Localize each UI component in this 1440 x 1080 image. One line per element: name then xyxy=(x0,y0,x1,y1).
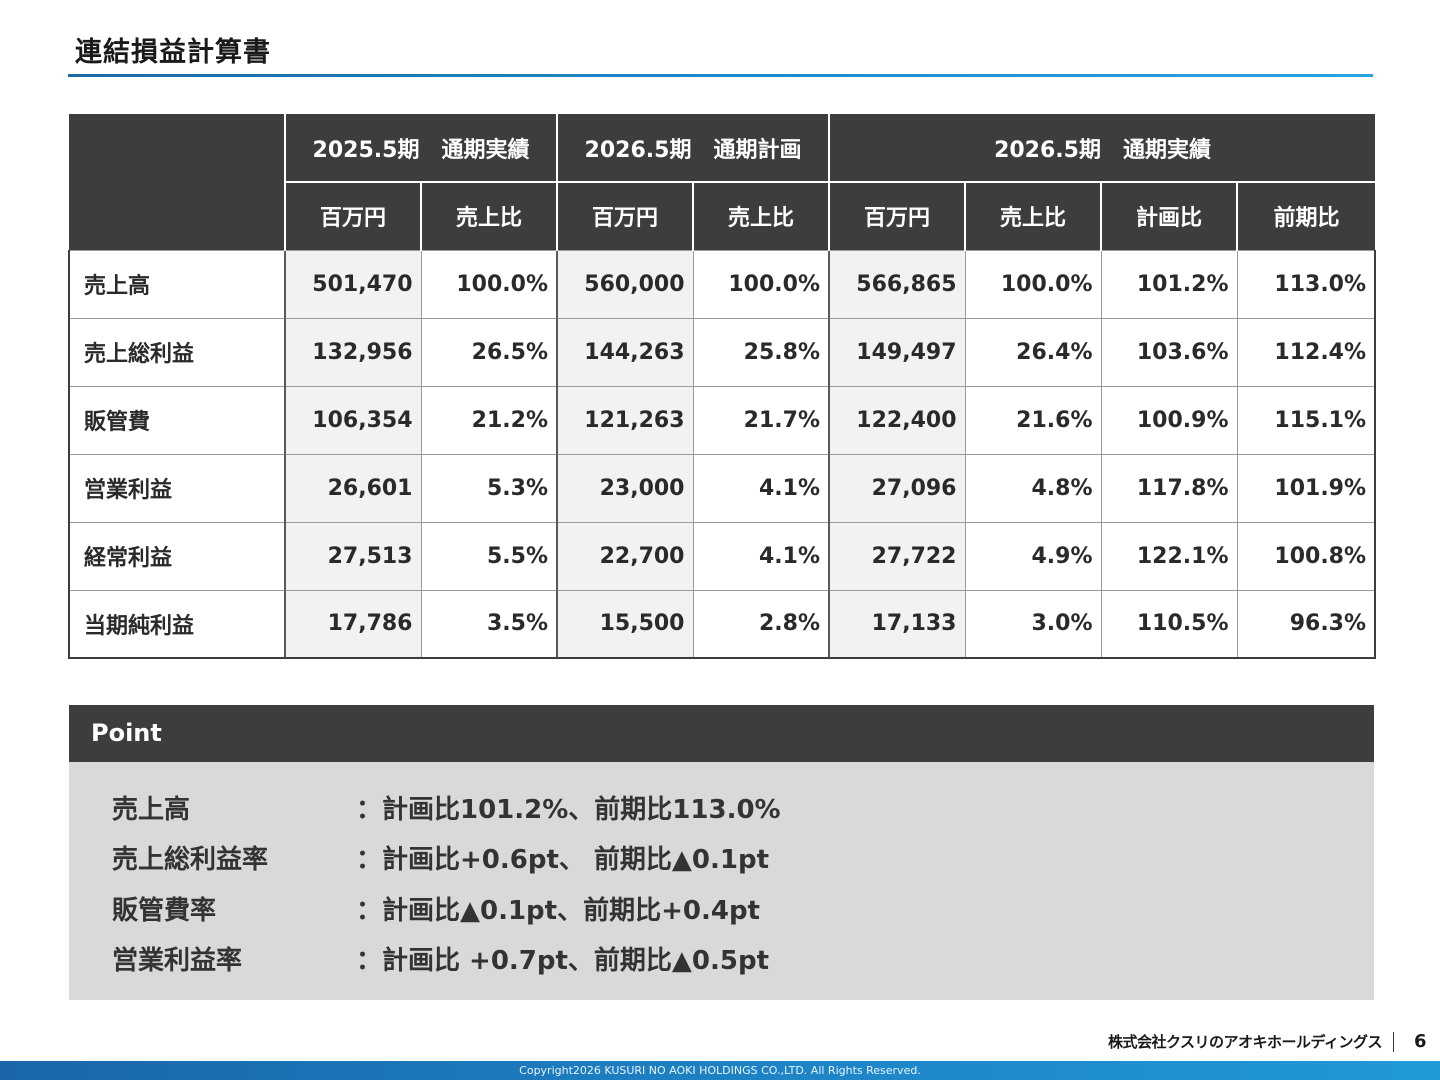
table-cell: 27,722 xyxy=(828,521,966,591)
copyright-text: Copyright2026 KUSURI NO AOKI HOLDINGS CO… xyxy=(519,1064,921,1077)
table-row: 販管費 106,354 21.2% 121,263 21.7% 122,400 21.6% 1… xyxy=(68,385,1377,455)
table-cell: 106,354 xyxy=(284,385,422,455)
table-cell: 100.0% xyxy=(692,249,830,319)
point-item-label: 営業利益率 xyxy=(112,946,243,977)
table-cell: 26.5% xyxy=(420,317,558,387)
point-item-value: ：計画比+0.6pt、 前期比▲0.1pt xyxy=(356,845,770,876)
table-cell: 4.9% xyxy=(964,521,1102,591)
point-item: 販管費率 ：計画比▲0.1pt、前期比+0.4pt xyxy=(69,883,1374,934)
table-cell: 100.0% xyxy=(420,249,558,319)
point-item: 売上高 ：計画比101.2%、前期比113.0% xyxy=(69,782,1374,833)
table-cell: 4.8% xyxy=(964,453,1102,523)
table-cell: 566,865 xyxy=(828,249,966,319)
page-number: 6 xyxy=(1414,1031,1427,1052)
table-cell: 110.5% xyxy=(1100,589,1238,659)
table-cell: 4.1% xyxy=(692,453,830,523)
table-cell: 122.1% xyxy=(1100,521,1238,591)
table-cell: 21.6% xyxy=(964,385,1102,455)
table-cell: 112.4% xyxy=(1236,317,1377,387)
subheader: 売上比 xyxy=(964,182,1101,250)
table-row: 売上高 501,470 100.0% 560,000 100.0% 566,865 100.… xyxy=(68,249,1377,319)
table-row: 営業利益 26,601 5.3% 23,000 4.1% 27,096 4.8% 117.8%… xyxy=(68,453,1377,523)
point-item: 売上総利益率 ：計画比+0.6pt、 前期比▲0.1pt xyxy=(69,833,1374,884)
footer-bar: Copyright2026 KUSURI NO AOKI HOLDINGS CO… xyxy=(0,1061,1440,1080)
table-cell: 100.8% xyxy=(1236,521,1377,591)
table-header-row-groups: 2025.5期 通期実績 2026.5期 通期計画 2026.5期 通期実績 xyxy=(69,114,1376,250)
table-cell: 27,513 xyxy=(284,521,422,591)
group-header-2026-plan: 2026.5期 通期計画 xyxy=(556,114,829,183)
subheader: 百万円 xyxy=(556,182,693,250)
table-cell: 501,470 xyxy=(284,249,422,319)
table-cell: 100.9% xyxy=(1100,385,1238,455)
table-cell: 17,133 xyxy=(828,589,966,659)
table-cell: 101.2% xyxy=(1100,249,1238,319)
table-cell: 149,497 xyxy=(828,317,966,387)
point-list: 売上高 ：計画比101.2%、前期比113.0% 売上総利益率 ：計画比+0.6… xyxy=(69,762,1374,984)
row-label: 当期純利益 xyxy=(68,589,286,659)
table-cell: 115.1% xyxy=(1236,385,1377,455)
point-item-value: ：計画比 +0.7pt、前期比▲0.5pt xyxy=(356,946,770,977)
table-cell: 3.5% xyxy=(420,589,558,659)
table-cell: 5.5% xyxy=(420,521,558,591)
subheader: 売上比 xyxy=(420,182,557,250)
table-cell: 101.9% xyxy=(1236,453,1377,523)
table-cell: 132,956 xyxy=(284,317,422,387)
table-cell: 25.8% xyxy=(692,317,830,387)
point-item: 営業利益率 ：計画比 +0.7pt、前期比▲0.5pt xyxy=(69,934,1374,985)
point-header: Point xyxy=(69,705,1374,762)
table-cell: 22,700 xyxy=(556,521,694,591)
point-item-value: ：計画比▲0.1pt、前期比+0.4pt xyxy=(356,895,760,926)
point-item-value: ：計画比101.2%、前期比113.0% xyxy=(356,794,781,825)
row-label: 売上高 xyxy=(68,249,286,319)
income-statement-table: 2025.5期 通期実績 2026.5期 通期計画 2026.5期 通期実績 百… xyxy=(68,114,1377,659)
table-cell: 560,000 xyxy=(556,249,694,319)
title-underline xyxy=(68,74,1373,77)
table-row: 経常利益 27,513 5.5% 22,700 4.1% 27,722 4.9% 122.1%… xyxy=(68,521,1377,591)
row-label: 販管費 xyxy=(68,385,286,455)
table-cell: 26,601 xyxy=(284,453,422,523)
table-cell: 122,400 xyxy=(828,385,966,455)
table-cell: 121,263 xyxy=(556,385,694,455)
group-header-2025-actual: 2025.5期 通期実績 xyxy=(284,114,557,183)
subheader: 計画比 xyxy=(1100,182,1237,250)
table-cell: 113.0% xyxy=(1236,249,1377,319)
table-cell: 144,263 xyxy=(556,317,694,387)
table-row: 当期純利益 17,786 3.5% 15,500 2.8% 17,133 3.0% 110.5… xyxy=(68,589,1377,659)
point-box: Point 売上高 ：計画比101.2%、前期比113.0% 売上総利益率 ：計… xyxy=(69,705,1374,1000)
point-item-label: 販管費率 xyxy=(112,895,217,926)
table-corner-cell xyxy=(69,114,286,250)
subheader: 百万円 xyxy=(828,182,965,250)
subheader: 前期比 xyxy=(1235,182,1376,250)
page-title: 連結損益計算書 xyxy=(75,37,271,68)
row-label: 売上総利益 xyxy=(68,317,286,387)
table-cell: 3.0% xyxy=(964,589,1102,659)
table-cell: 117.8% xyxy=(1100,453,1238,523)
group-header-2026-actual: 2026.5期 通期実績 xyxy=(827,114,1376,183)
table-cell: 23,000 xyxy=(556,453,694,523)
footer-divider xyxy=(1393,1032,1394,1052)
row-label: 営業利益 xyxy=(68,453,286,523)
table-cell: 17,786 xyxy=(284,589,422,659)
table-row: 売上総利益 132,956 26.5% 144,263 25.8% 149,497 26.4… xyxy=(68,317,1377,387)
point-item-label: 売上総利益率 xyxy=(112,845,269,876)
table-cell: 100.0% xyxy=(964,249,1102,319)
table-cell: 27,096 xyxy=(828,453,966,523)
row-label: 経常利益 xyxy=(68,521,286,591)
company-logo-text: 株式会社クスリのアオキホールディングス xyxy=(1107,1033,1383,1051)
table-cell: 26.4% xyxy=(964,317,1102,387)
table-cell: 96.3% xyxy=(1236,589,1377,659)
table-cell: 103.6% xyxy=(1100,317,1238,387)
table-cell: 5.3% xyxy=(420,453,558,523)
table-cell: 4.1% xyxy=(692,521,830,591)
table-cell: 21.7% xyxy=(692,385,830,455)
point-item-label: 売上高 xyxy=(112,794,191,825)
subheader: 売上比 xyxy=(692,182,829,250)
table-cell: 2.8% xyxy=(692,589,830,659)
table-header-row-sub: 百万円 売上比 百万円 売上比 百万円 売上比 計画比 前期比 xyxy=(69,182,1376,250)
table-cell: 15,500 xyxy=(556,589,694,659)
subheader: 百万円 xyxy=(284,182,421,250)
table-cell: 21.2% xyxy=(420,385,558,455)
